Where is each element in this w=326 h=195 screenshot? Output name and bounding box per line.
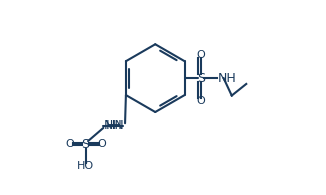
Text: HN: HN [106,119,124,132]
Text: O: O [196,50,205,60]
Text: O: O [196,96,205,106]
Text: NH: NH [218,72,237,85]
Text: O: O [98,139,106,149]
Text: NH: NH [104,119,123,132]
Text: S: S [82,138,90,152]
Text: HO: HO [77,161,94,171]
Text: O: O [65,139,74,149]
Text: S: S [197,72,205,85]
